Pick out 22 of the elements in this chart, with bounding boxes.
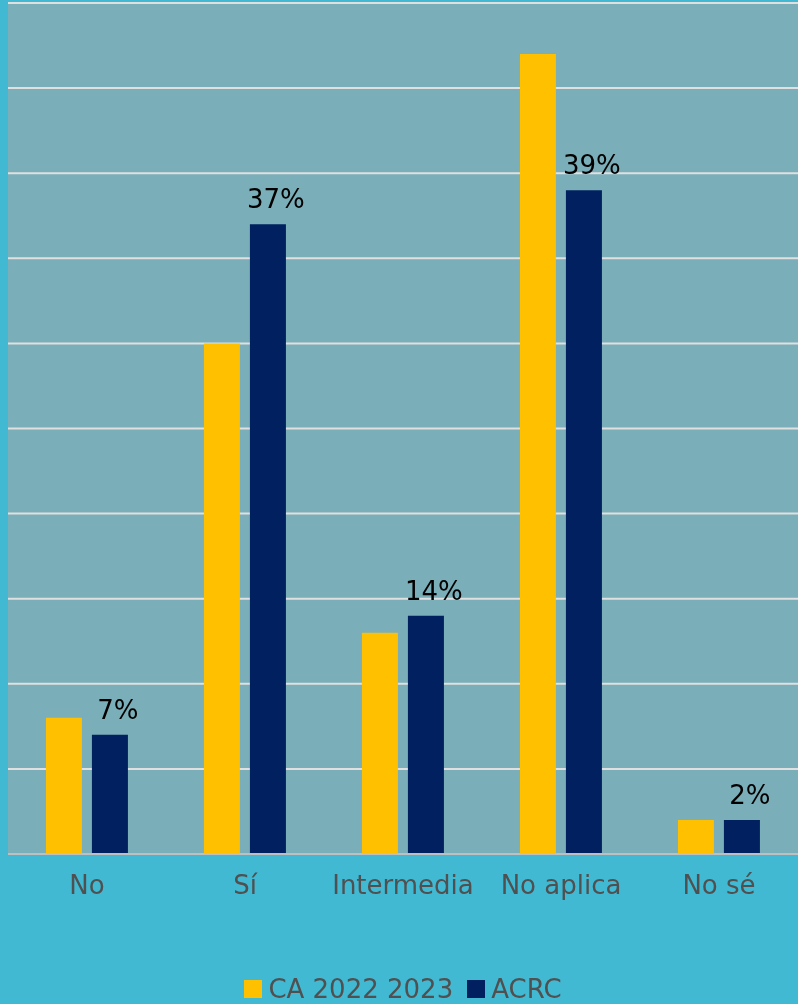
bar [203, 343, 240, 854]
x-tick-label: Sí [233, 870, 258, 901]
bar [91, 734, 128, 854]
bar [249, 224, 286, 854]
bar [45, 717, 82, 854]
bar [361, 632, 398, 854]
x-tick-label: No aplica [500, 870, 622, 901]
bar [565, 190, 602, 854]
legend-label: CA 2022 2023 [267, 974, 454, 1004]
data-label: 39% [563, 150, 621, 181]
bar [519, 54, 556, 854]
bar [677, 819, 714, 854]
bar [723, 819, 760, 854]
bar [407, 615, 444, 854]
x-tick-label: No sé [682, 870, 756, 901]
data-label: 2% [729, 779, 771, 810]
x-tick-label: Intermedia [332, 870, 474, 901]
data-label: 37% [247, 184, 305, 215]
data-label: 14% [405, 575, 463, 606]
x-tick-label: No [69, 870, 105, 901]
legend-label: ACRC [490, 974, 562, 1004]
data-label: 7% [97, 694, 139, 725]
